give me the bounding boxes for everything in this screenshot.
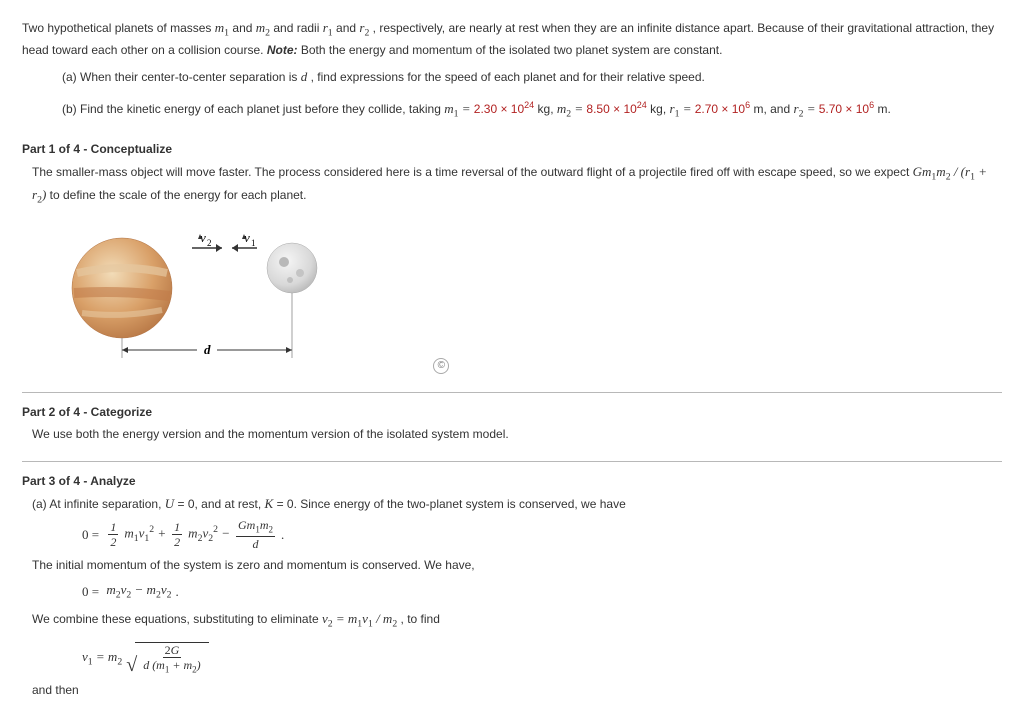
part-b: (b) Find the kinetic energy of each plan… [62, 99, 1002, 122]
text: , find expressions for the speed of each… [311, 70, 705, 84]
part2-body: We use both the energy version and the m… [32, 425, 1002, 443]
var-U: U [165, 496, 174, 511]
svg-text:1: 1 [251, 238, 256, 248]
val-r2: 5.70 × 106 [819, 102, 874, 116]
text: and [336, 21, 359, 35]
problem-statement: Two hypothetical planets of masses m1 an… [22, 18, 1002, 122]
part1-body: The smaller-mass object will move faster… [32, 162, 1002, 374]
var-m1: m1 [215, 20, 229, 35]
part-a: (a) When their center-to-center separati… [62, 67, 1002, 87]
momentum-equation: 0 = m2v2 − m2v2 . [82, 580, 1002, 603]
var-d: d [301, 69, 308, 84]
part3-body: (a) At infinite separation, U = 0, and a… [32, 494, 1002, 699]
text: We use both the energy version and the m… [32, 427, 509, 441]
text: = 0, and at rest, [177, 497, 264, 511]
eq-m1: m1 = [444, 101, 474, 116]
energy-equation: 0 = 12 m1v12 + 12 m2v22 − Gm1m2d . [82, 519, 1002, 549]
svg-text:2: 2 [207, 238, 212, 248]
copyright-icon: © [433, 358, 449, 374]
val-r1: 2.70 × 106 [695, 102, 750, 116]
line-b: The initial momentum of the system is ze… [32, 556, 1002, 574]
unit: kg, [650, 102, 669, 116]
var-K: K [265, 496, 274, 511]
line-c: We combine these equations, substituting… [32, 609, 1002, 632]
note-label: Note: [267, 43, 298, 57]
text: We combine these equations, substituting… [32, 612, 322, 626]
line-a: (a) At infinite separation, U = 0, and a… [32, 494, 1002, 514]
text: (a) At infinite separation, [32, 497, 165, 511]
eq-r2: r2 = [794, 101, 819, 116]
text: Two hypothetical planets of masses [22, 21, 215, 35]
sub-expr: v2 = m1v1 / m2 [322, 611, 397, 626]
intro-text: Two hypothetical planets of masses m1 an… [22, 18, 1002, 59]
svg-text:d: d [204, 342, 211, 357]
text: (b) Find the kinetic energy of each plan… [62, 102, 444, 116]
eq-m2: m2 = [557, 101, 587, 116]
part1-header: Part 1 of 4 - Conceptualize [22, 140, 1002, 158]
note-text: Both the energy and momentum of the isol… [301, 43, 723, 57]
text: The smaller-mass object will move faster… [32, 165, 913, 179]
planet-diagram: v 2 v 1 d © [62, 218, 1002, 374]
var-r2: r2 [359, 20, 369, 35]
val-m2: 8.50 × 1024 [586, 102, 646, 116]
line-d: and then [32, 681, 1002, 699]
divider [22, 461, 1002, 462]
var-r1: r1 [323, 20, 333, 35]
part3-header: Part 3 of 4 - Analyze [22, 472, 1002, 490]
unit: m. [877, 102, 890, 116]
text: and [232, 21, 255, 35]
text: (a) When their center-to-center separati… [62, 70, 301, 84]
part2-header: Part 2 of 4 - Categorize [22, 403, 1002, 421]
val-m1: 2.30 × 1024 [474, 102, 534, 116]
unit: m, and [753, 102, 793, 116]
divider [22, 392, 1002, 393]
eq-r1: r1 = [670, 101, 695, 116]
text: to define the scale of the energy for ea… [50, 188, 307, 202]
text: = 0. Since energy of the two-planet syst… [277, 497, 626, 511]
text: , to find [401, 612, 440, 626]
var-m2: m2 [256, 20, 270, 35]
v1-equation: v1 = m2 √ 2G d (m1 + m2) [82, 642, 1002, 674]
text: and radii [273, 21, 322, 35]
unit: kg, [538, 102, 557, 116]
